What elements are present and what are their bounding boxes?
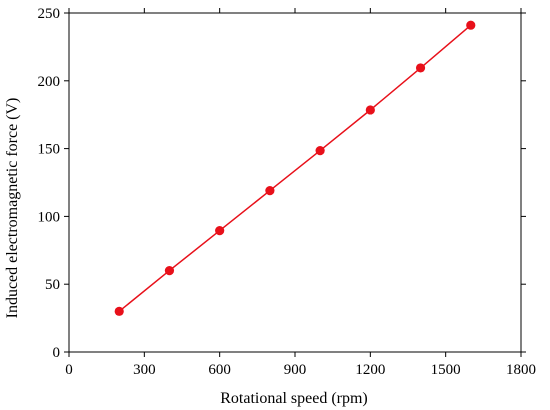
y-tick-label: 100 (38, 209, 61, 225)
data-point (365, 105, 375, 115)
x-tick-label: 900 (284, 362, 307, 378)
data-point (164, 266, 175, 276)
y-tick-label: 0 (53, 345, 61, 361)
x-tick-label: 1800 (506, 362, 536, 378)
plot-area: 0 300 600 900 1200 1500 1800 0 50 100 150 200 250 (38, 6, 537, 378)
data-point (215, 226, 225, 236)
data-point (466, 20, 476, 30)
plot-frame (68, 12, 522, 353)
x-tick-label: 1500 (431, 362, 461, 378)
y-axis-title: Induced electromagnetic force (V) (4, 98, 21, 319)
data-point (415, 63, 426, 73)
x-axis-title: Rotational speed (rpm) (220, 390, 368, 407)
series-line (118, 24, 472, 312)
data-point (114, 306, 124, 316)
y-tick-label: 250 (38, 6, 61, 22)
data-point (315, 146, 325, 156)
x-tick-label: 300 (133, 362, 156, 378)
data-point (265, 186, 275, 196)
y-tick-label: 150 (38, 142, 61, 158)
x-tick-label: 0 (65, 362, 73, 378)
x-tick-label: 600 (208, 362, 231, 378)
x-tick-label: 1200 (355, 362, 385, 378)
y-tick-label: 200 (38, 74, 61, 90)
y-tick-label: 50 (45, 277, 60, 293)
